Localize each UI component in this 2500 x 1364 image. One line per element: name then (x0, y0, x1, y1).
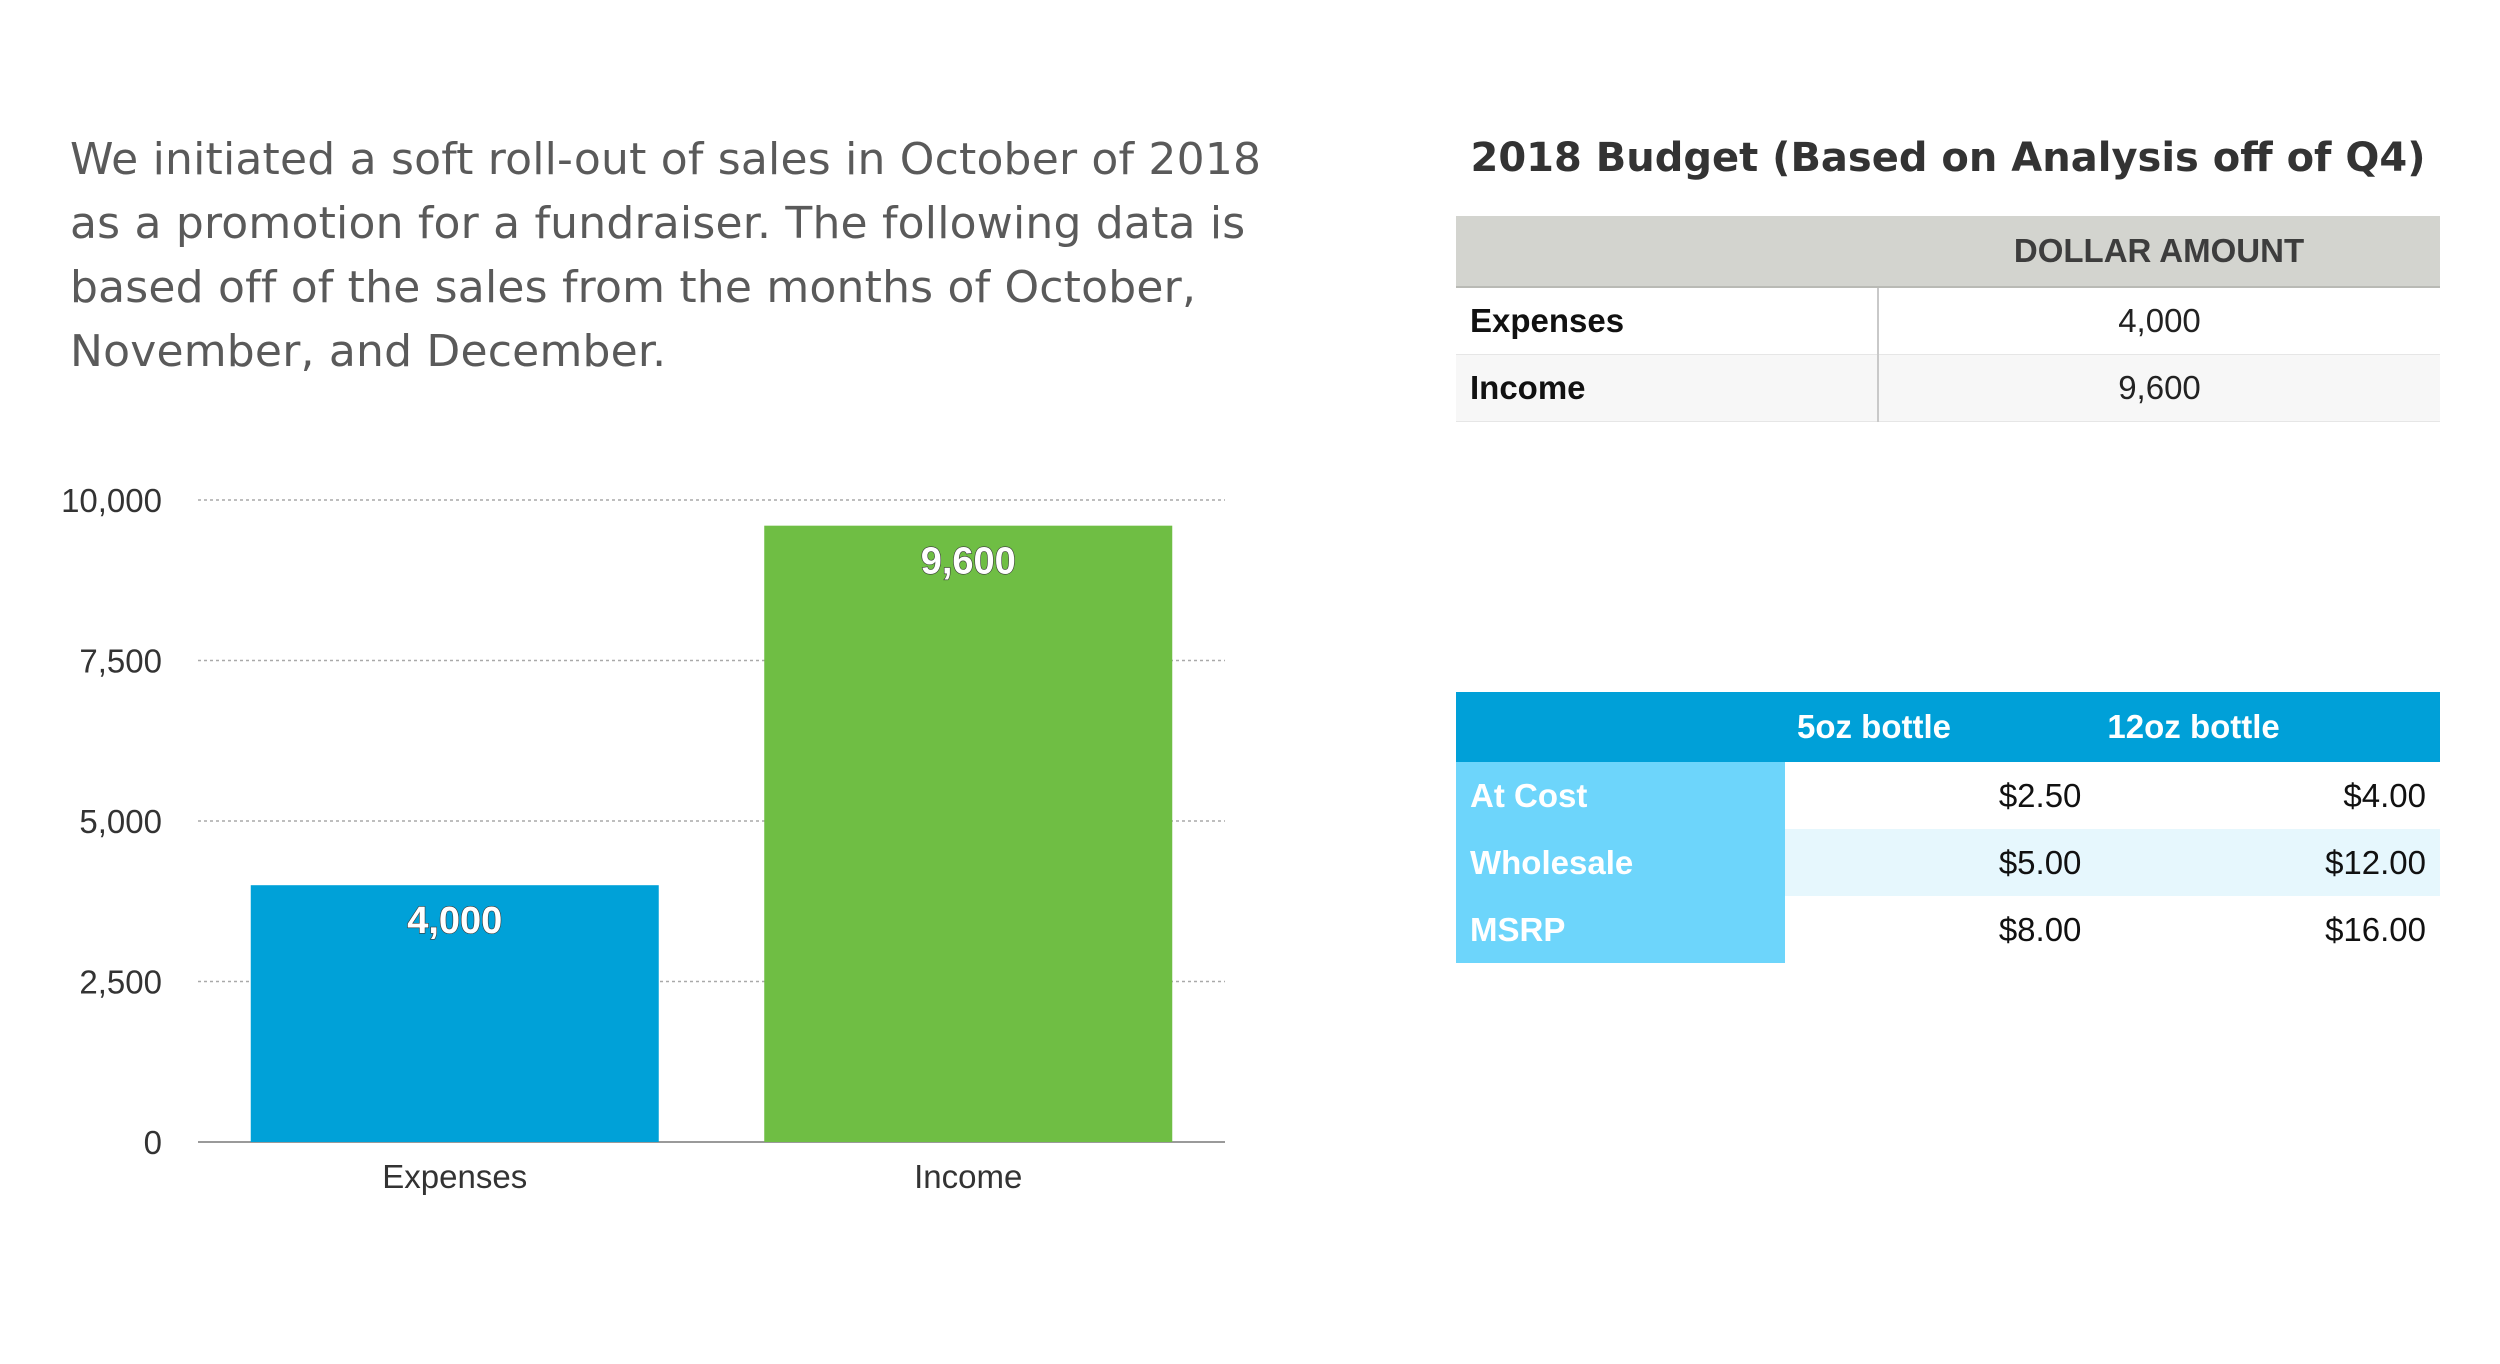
bar (250, 885, 659, 1142)
price-row-label: At Cost (1456, 762, 1785, 829)
price-header-blank (1456, 692, 1785, 762)
price-header-12oz: 12oz bottle (2095, 692, 2440, 762)
budget-header-blank (1456, 216, 1878, 288)
budget-row-label: Income (1456, 354, 1879, 422)
budget-row-value: 9,600 (1878, 354, 2440, 422)
bar-value-label: 4,000 (407, 900, 502, 942)
price-row-label: MSRP (1456, 896, 1785, 963)
price-12oz-value: $16.00 (2325, 910, 2426, 948)
y-tick-label: 10,000 (61, 482, 162, 519)
price-5oz-value: $8.00 (1998, 910, 2082, 948)
y-tick-label: 0 (144, 1124, 162, 1161)
price-5oz-value: $2.50 (1998, 776, 2082, 814)
x-tick-label: Income (914, 1158, 1022, 1195)
price-header-row: 5oz bottle 12oz bottle (1456, 692, 2440, 762)
price-row-at-cost: At Cost $2.50 $4.00 (1456, 762, 2440, 829)
y-tick-label: 5,000 (79, 803, 162, 840)
price-row-wholesale: Wholesale $5.00 $12.00 (1456, 829, 2440, 896)
bar (764, 525, 1173, 1142)
budget-row-income: Income 9,600 (1456, 354, 2440, 422)
price-12oz-value: $12.00 (2095, 829, 2440, 896)
budget-row-value: 4,000 (1878, 287, 2440, 355)
y-tick-label: 7,500 (79, 643, 162, 680)
budget-row-label: Expenses (1456, 287, 1879, 355)
y-tick-label: 2,500 (79, 964, 162, 1001)
budget-table: DOLLAR AMOUNT Expenses 4,000 Income 9,60… (1456, 216, 2440, 422)
budget-header-row: DOLLAR AMOUNT (1456, 216, 2440, 288)
price-12oz-value: $4.00 (2343, 776, 2426, 814)
price-table: 5oz bottle 12oz bottle At Cost $2.50 $4.… (1456, 692, 2440, 963)
price-header-5oz: 5oz bottle (1785, 692, 2096, 762)
price-5oz-value: $5.00 (1785, 829, 2096, 896)
price-row-msrp: MSRP $8.00 $16.00 (1456, 896, 2440, 963)
price-row-label: Wholesale (1456, 829, 1785, 896)
bar-chart: 0 2,500 5,000 7,500 10,000 4,000 Expenses 9,600… (61, 482, 1225, 1195)
intro-paragraph: We initiated a soft roll-out of sales in… (70, 134, 1262, 377)
budget-header-dollar-amount: DOLLAR AMOUNT (1878, 216, 2440, 288)
x-tick-label: Expenses (382, 1158, 527, 1195)
bar-value-label: 9,600 (921, 541, 1016, 583)
budget-row-expenses: Expenses 4,000 (1456, 287, 2440, 355)
budget-title: 2018 Budget (Based on Analysis off of Q4… (1470, 135, 2426, 181)
